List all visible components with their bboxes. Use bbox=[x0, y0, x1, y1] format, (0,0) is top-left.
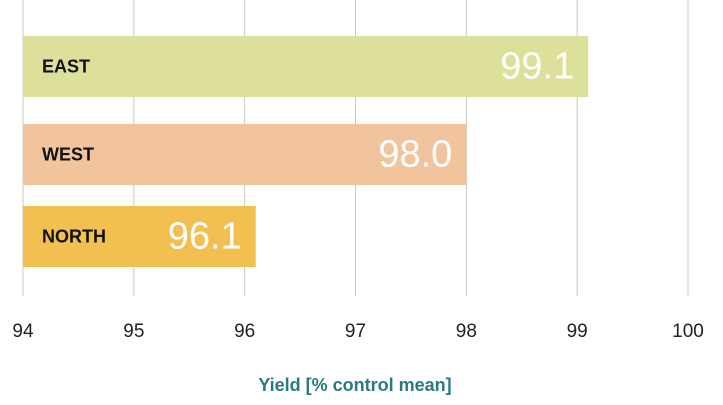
x-tick-label: 94 bbox=[12, 321, 34, 342]
x-tick-label: 97 bbox=[345, 321, 366, 342]
x-tick-label: 96 bbox=[234, 321, 255, 342]
bar bbox=[23, 124, 467, 185]
bar bbox=[23, 206, 256, 267]
x-tick-label: 95 bbox=[123, 321, 144, 342]
value-label: 98.0 bbox=[378, 134, 452, 176]
bar bbox=[23, 36, 589, 97]
category-label: EAST bbox=[42, 56, 90, 76]
value-label: 99.1 bbox=[500, 46, 574, 88]
category-label: WEST bbox=[42, 144, 94, 164]
x-tick-label: 100 bbox=[672, 321, 704, 342]
x-axis-label: Yield [% control mean] bbox=[258, 375, 451, 395]
x-tick-label: 98 bbox=[456, 321, 477, 342]
x-tick-label: 99 bbox=[567, 321, 588, 342]
value-label: 96.1 bbox=[168, 216, 242, 258]
category-label: NORTH bbox=[42, 226, 106, 246]
